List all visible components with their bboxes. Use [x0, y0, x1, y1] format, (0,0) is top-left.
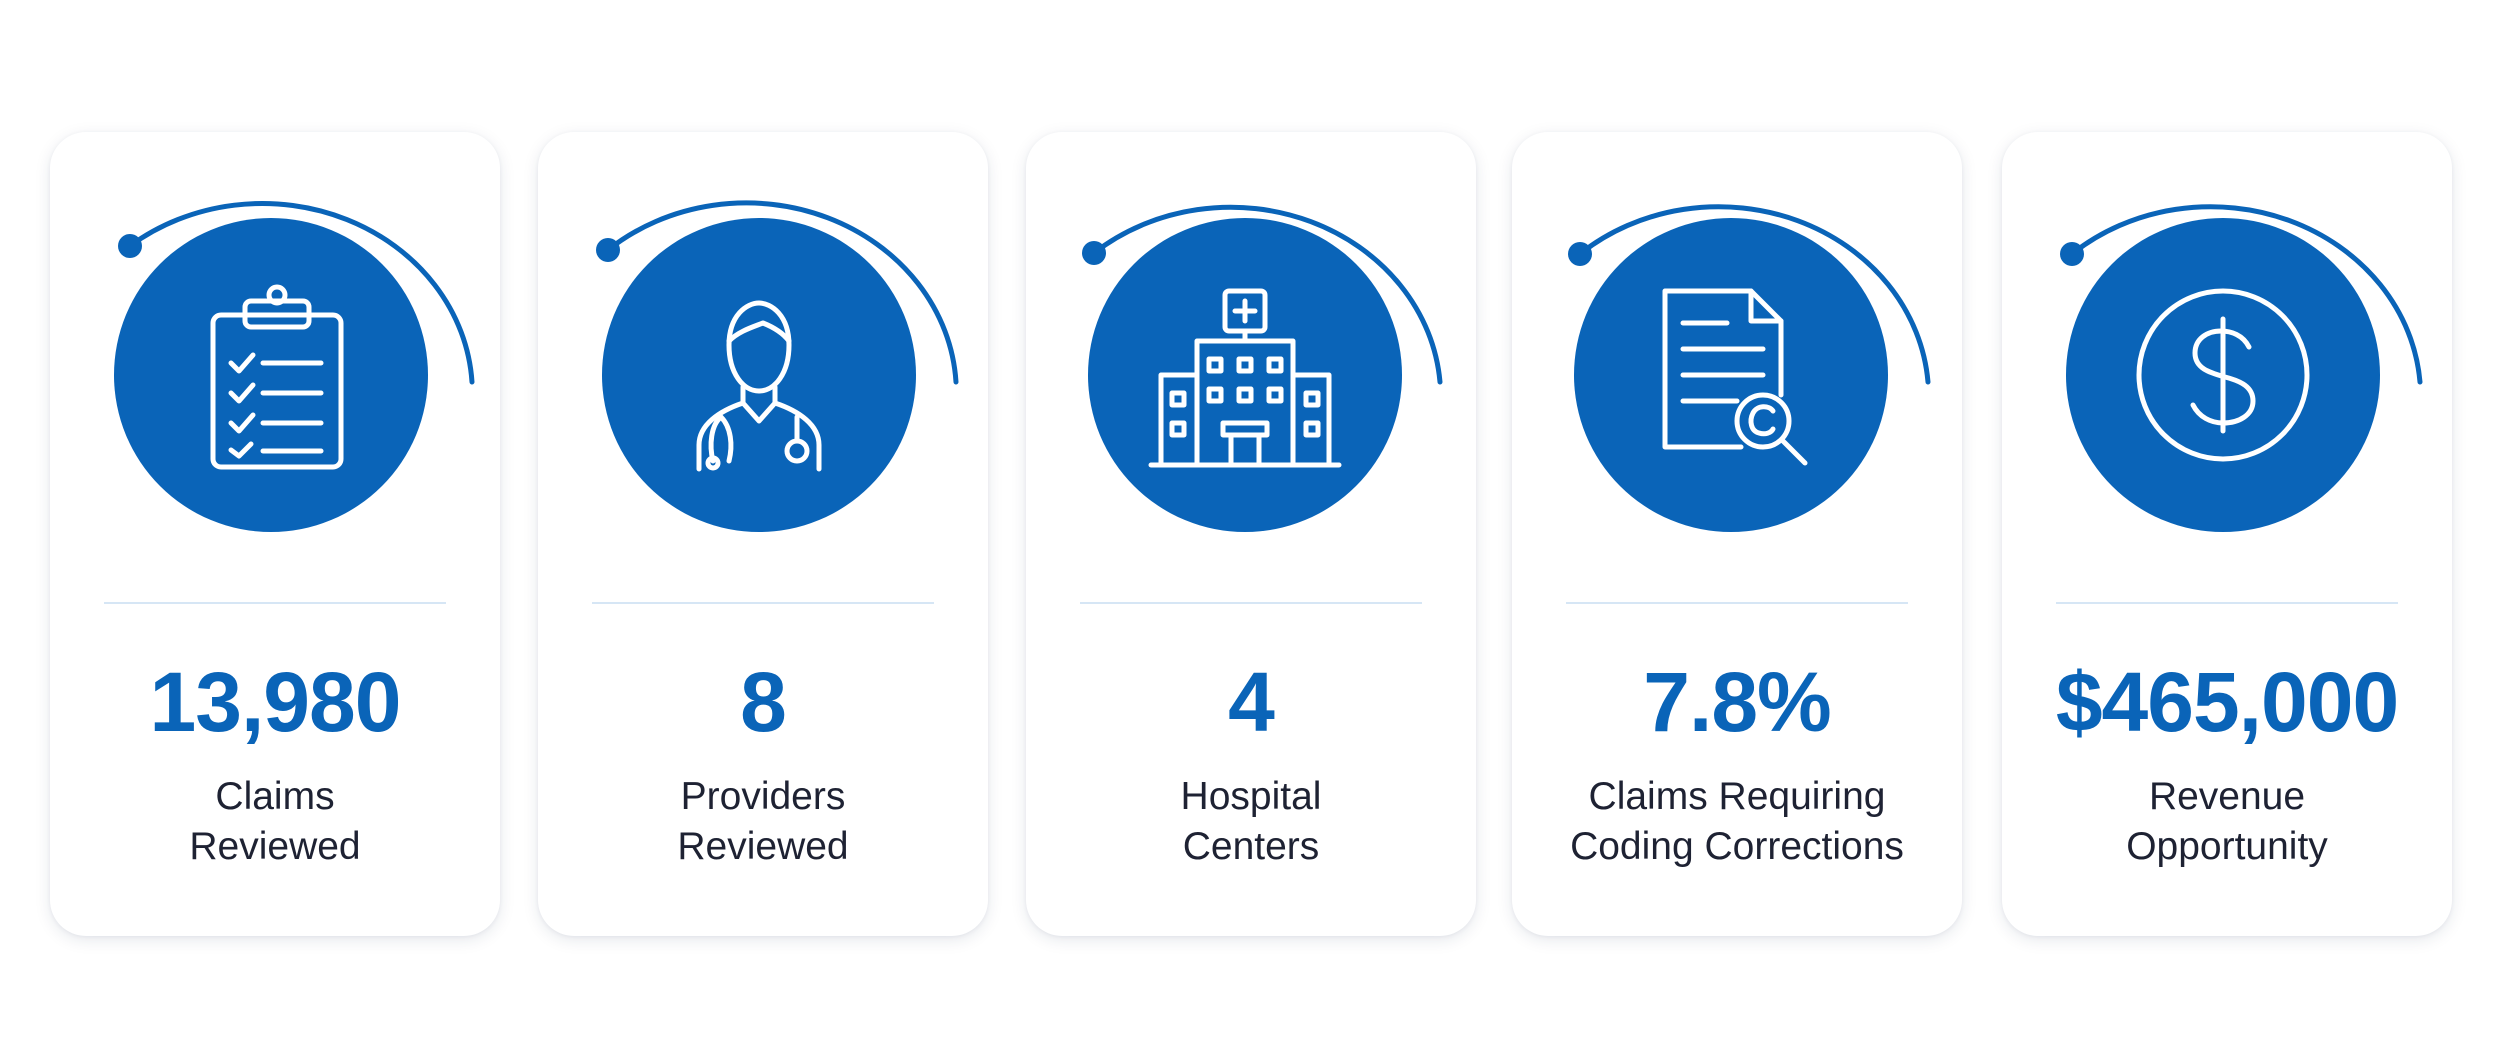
icon-area — [50, 132, 500, 552]
document-search-icon — [1662, 288, 1808, 466]
stat-label: Revenue Opportunity — [2002, 772, 2452, 872]
icon-area — [1512, 132, 1962, 552]
progress-arc — [596, 200, 959, 385]
doctor-icon — [696, 300, 822, 472]
dollar-icon — [2136, 288, 2310, 462]
hospital-icon — [1148, 288, 1342, 468]
progress-arc — [2060, 204, 2423, 385]
stat-card-revenue-opportunity: $465,000 Revenue Opportunity — [2002, 132, 2452, 936]
stat-card-coding-corrections: 7.8% Claims Requiring Coding Corrections — [1512, 132, 1962, 936]
stat-label: Claims Requiring Coding Corrections — [1512, 772, 1962, 872]
stat-label-line1: Claims — [215, 775, 335, 818]
icon-circle — [114, 218, 428, 532]
icon-circle — [602, 218, 916, 532]
stat-card-hospital-centers: 4 Hospital Centers — [1026, 132, 1476, 936]
stat-label-line2: Centers — [1182, 825, 1320, 868]
stat-label-line2: Reviewed — [677, 825, 849, 868]
stat-label: Claims Reviewed — [50, 772, 500, 872]
icon-circle — [1088, 218, 1402, 532]
divider — [1566, 602, 1908, 604]
stat-label-line1: Revenue — [2148, 775, 2306, 818]
stat-label-line2: Coding Corrections — [1570, 825, 1904, 868]
divider — [1080, 602, 1422, 604]
icon-area — [1026, 132, 1476, 552]
stat-value: 13,980 — [149, 655, 402, 749]
clipboard-checklist-icon — [210, 284, 344, 470]
stat-label-line1: Claims Requiring — [1588, 775, 1886, 818]
divider — [592, 602, 934, 604]
stat-label-line2: Reviewed — [189, 825, 361, 868]
stat-label-line2: Opportunity — [2126, 825, 2328, 868]
stat-value: $465,000 — [2055, 655, 2399, 749]
icon-area — [538, 132, 988, 552]
divider — [104, 602, 446, 604]
progress-arc — [1082, 204, 1443, 385]
stat-label: Hospital Centers — [1026, 772, 1476, 872]
stat-label: Providers Reviewed — [538, 772, 988, 872]
stat-card-providers-reviewed: 8 Providers Reviewed — [538, 132, 988, 936]
stat-label-line1: Hospital — [1180, 775, 1322, 818]
stat-value: 8 — [740, 655, 787, 749]
progress-arc — [1568, 204, 1931, 385]
stat-value: 4 — [1228, 655, 1275, 749]
divider — [2056, 602, 2398, 604]
progress-arc — [118, 200, 475, 385]
icon-circle — [2066, 218, 2380, 532]
stat-label-line1: Providers — [680, 775, 846, 818]
icon-circle — [1574, 218, 1888, 532]
icon-area — [2002, 132, 2452, 552]
stat-value: 7.8% — [1643, 655, 1831, 749]
stat-card-claims-reviewed: 13,980 Claims Reviewed — [50, 132, 500, 936]
